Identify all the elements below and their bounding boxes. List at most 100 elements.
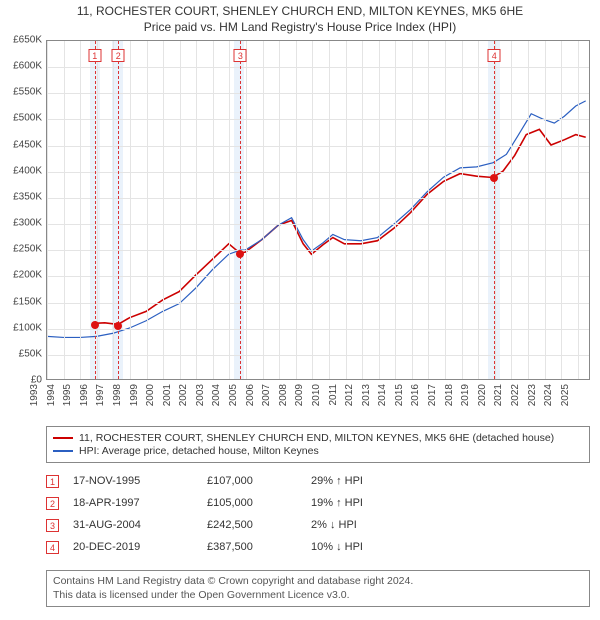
transaction-marker: 3 — [46, 519, 59, 532]
transaction-row: 1 17-NOV-1995 £107,000 29% ↑ HPI — [46, 470, 590, 492]
ytick-label: £200K — [0, 270, 42, 281]
marker-number: 1 — [88, 49, 101, 62]
vgridline — [296, 41, 297, 379]
sale-dot — [114, 322, 122, 330]
transaction-price: £242,500 — [207, 519, 297, 531]
transaction-marker: 4 — [46, 541, 59, 554]
plot-area: 12 3 4 — [46, 40, 590, 380]
vgridline — [395, 41, 396, 379]
transaction-price: £105,000 — [207, 497, 297, 509]
vgridline — [180, 41, 181, 379]
vgridline — [80, 41, 81, 379]
legend-item: HPI: Average price, detached house, Milt… — [53, 445, 583, 457]
xtick-label: 2025 — [560, 384, 594, 406]
marker-number: 2 — [112, 49, 125, 62]
hgridline — [47, 276, 589, 277]
transaction-date: 18-APR-1997 — [73, 497, 193, 509]
ytick-label: £400K — [0, 165, 42, 176]
vgridline — [561, 41, 562, 379]
ytick-label: £100K — [0, 322, 42, 333]
vgridline — [578, 41, 579, 379]
footer-box: Contains HM Land Registry data © Crown c… — [46, 570, 590, 607]
vgridline — [445, 41, 446, 379]
marker-number: 3 — [234, 49, 247, 62]
hgridline — [47, 119, 589, 120]
ytick-label: £150K — [0, 296, 42, 307]
ytick-label: £650K — [0, 35, 42, 46]
vgridline — [412, 41, 413, 379]
transaction-vs-hpi: 29% ↑ HPI — [311, 475, 431, 487]
ytick-label: £500K — [0, 113, 42, 124]
legend-box: 11, ROCHESTER COURT, SHENLEY CHURCH END,… — [46, 426, 590, 463]
vgridline — [528, 41, 529, 379]
vgridline — [64, 41, 65, 379]
vgridline — [213, 41, 214, 379]
legend-swatch — [53, 450, 73, 452]
hgridline — [47, 93, 589, 94]
vgridline — [362, 41, 363, 379]
transaction-vs-hpi: 2% ↓ HPI — [311, 519, 431, 531]
hgridline — [47, 224, 589, 225]
legend-label: HPI: Average price, detached house, Milt… — [79, 445, 319, 457]
chart-title-line2: Price paid vs. HM Land Registry's House … — [0, 20, 600, 36]
vgridline — [329, 41, 330, 379]
transaction-price: £107,000 — [207, 475, 297, 487]
vgridline — [246, 41, 247, 379]
ytick-label: £300K — [0, 218, 42, 229]
hgridline — [47, 198, 589, 199]
vgridline — [346, 41, 347, 379]
transactions-table: 1 17-NOV-1995 £107,000 29% ↑ HPI 2 18-APR-199… — [46, 470, 590, 558]
hgridline — [47, 67, 589, 68]
transaction-row: 2 18-APR-1997 £105,000 19% ↑ HPI — [46, 492, 590, 514]
transaction-marker: 1 — [46, 475, 59, 488]
hgridline — [47, 250, 589, 251]
vgridline — [279, 41, 280, 379]
vgridline — [263, 41, 264, 379]
marker-line — [240, 41, 241, 379]
hgridline — [47, 329, 589, 330]
transaction-vs-hpi: 19% ↑ HPI — [311, 497, 431, 509]
legend-label: 11, ROCHESTER COURT, SHENLEY CHURCH END,… — [79, 432, 554, 444]
marker-number: 4 — [488, 49, 501, 62]
transaction-vs-hpi: 10% ↓ HPI — [311, 541, 431, 553]
vgridline — [47, 41, 48, 379]
legend-item: 11, ROCHESTER COURT, SHENLEY CHURCH END,… — [53, 432, 583, 444]
vgridline — [130, 41, 131, 379]
vgridline — [478, 41, 479, 379]
vgridline — [147, 41, 148, 379]
hgridline — [47, 303, 589, 304]
ytick-label: £250K — [0, 244, 42, 255]
hgridline — [47, 146, 589, 147]
vgridline — [545, 41, 546, 379]
vgridline — [511, 41, 512, 379]
legend-swatch — [53, 437, 73, 439]
transaction-row: 3 31-AUG-2004 £242,500 2% ↓ HPI — [46, 514, 590, 536]
vgridline — [379, 41, 380, 379]
transaction-date: 17-NOV-1995 — [73, 475, 193, 487]
ytick-label: £350K — [0, 191, 42, 202]
transaction-price: £387,500 — [207, 541, 297, 553]
chart-container: 11, ROCHESTER COURT, SHENLEY CHURCH END,… — [0, 0, 600, 620]
transaction-date: 31-AUG-2004 — [73, 519, 193, 531]
ytick-label: £450K — [0, 139, 42, 150]
ytick-label: £600K — [0, 61, 42, 72]
hgridline — [47, 355, 589, 356]
sale-dot — [236, 250, 244, 258]
marker-line — [494, 41, 495, 379]
sale-dot — [91, 321, 99, 329]
hgridline — [47, 172, 589, 173]
transaction-marker: 2 — [46, 497, 59, 510]
vgridline — [229, 41, 230, 379]
footer-line1: Contains HM Land Registry data © Crown c… — [53, 575, 583, 589]
ytick-label: £550K — [0, 87, 42, 98]
chart-title-line1: 11, ROCHESTER COURT, SHENLEY CHURCH END,… — [0, 0, 600, 20]
vgridline — [312, 41, 313, 379]
vgridline — [163, 41, 164, 379]
vgridline — [196, 41, 197, 379]
transaction-row: 420-DEC-2019£387,50010% ↓ HPI — [46, 536, 590, 558]
footer-line2: This data is licensed under the Open Gov… — [53, 589, 583, 603]
vgridline — [462, 41, 463, 379]
ytick-label: £50K — [0, 348, 42, 359]
chart-zone: 1234 £0£50K£100K£150K£200K£250K£300K£350… — [0, 38, 600, 418]
vgridline — [428, 41, 429, 379]
